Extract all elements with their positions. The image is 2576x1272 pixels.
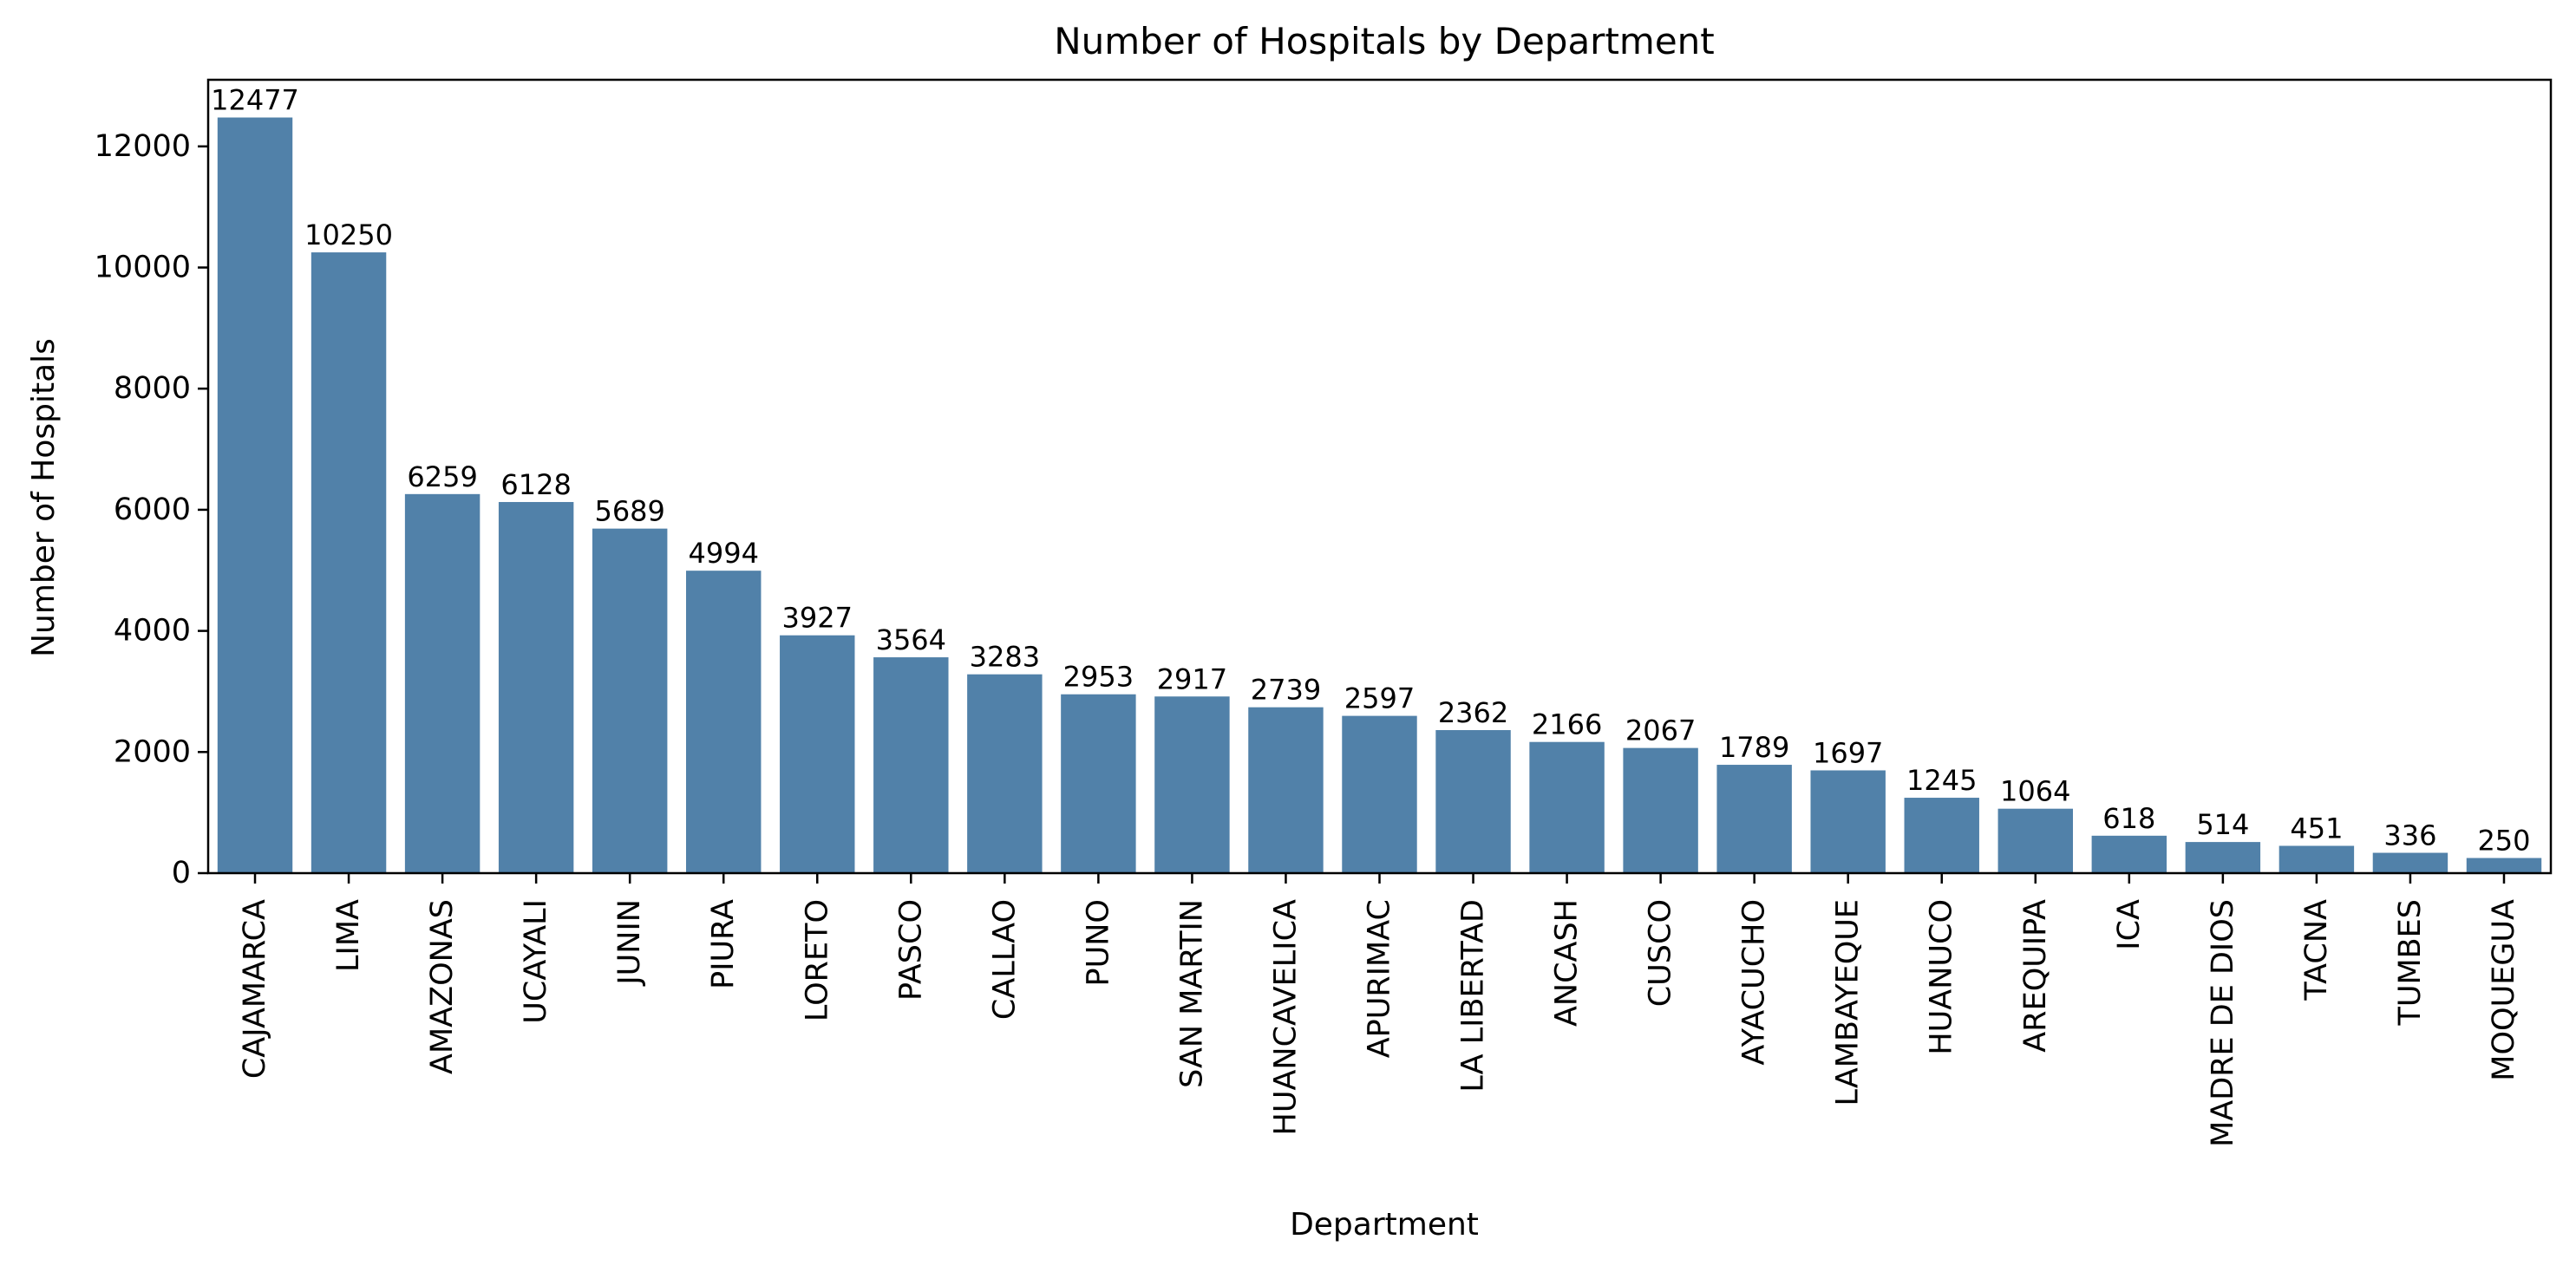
data-label: 3927 [782,602,853,635]
bar-apurimac [1342,715,1417,873]
data-label: 1697 [1813,736,1883,769]
chart-title: Number of Hospitals by Department [1054,20,1715,62]
bar-cusco [1623,747,1698,873]
data-labels: 12477 10250 6259 6128 5689 4994 3927 3564 3283 29… [211,84,2530,858]
bars [217,117,2542,873]
bar-huanuco [1904,798,1979,873]
x-tick-label: SAN MARTIN [1174,899,1209,1088]
x-tick-label: HUANUCO [1925,899,1959,1055]
bar-tumbes [2372,852,2449,873]
bar-ayacucho [1716,765,1792,873]
x-tick-label: TUMBES [2393,899,2428,1027]
x-tick-label: LAMBAYEQUE [1831,899,1866,1106]
data-label: 2739 [1251,674,1321,707]
data-label: 451 [2290,812,2343,845]
data-label: 4994 [689,537,759,570]
x-tick-label: CUSCO [1644,899,1678,1007]
data-label: 1789 [1719,731,1789,764]
data-label: 1245 [1906,764,1977,797]
x-tick-label: HUANCAVELICA [1268,899,1303,1136]
data-label: 2953 [1063,661,1134,694]
bar-pasco [873,657,949,873]
x-tick-label: LORETO [800,899,834,1021]
x-tick-label: MOQUEGUA [2487,899,2521,1081]
data-label: 6128 [500,468,571,501]
data-label: 336 [2383,819,2436,852]
x-tick-label: LA LIBERTAD [1456,899,1491,1093]
bar-moquegua [2466,858,2542,873]
y-tick-label: 6000 [114,492,191,527]
x-tick-label: AREQUIPA [2018,899,2053,1053]
x-axis: CAJAMARCA LIMA AMAZONAS UCAYALI JUNIN PIURA LO… [238,873,2521,1147]
bar-madre-de-dios [2185,842,2261,873]
bar-amazonas [404,493,481,873]
bar-lima [311,252,387,873]
data-label: 2597 [1344,682,1415,715]
bar-ucayali [498,501,574,873]
y-tick-label: 0 [172,856,191,890]
x-tick-label: UCAYALI [519,899,553,1024]
y-tick-label: 4000 [114,614,191,649]
x-tick-label: PASCO [893,899,928,1001]
bar-huancavelica [1248,707,1324,873]
y-tick-label: 2000 [114,734,191,769]
bar-cajamarca [217,117,293,873]
data-label: 2166 [1532,708,1602,741]
bar-piura [686,571,762,873]
bar-ica [2091,835,2167,873]
x-tick-label: PUNO [1081,899,1115,986]
data-label: 618 [2102,802,2155,835]
bar-lambayeque [1810,770,1886,873]
y-tick-label: 12000 [95,129,191,164]
bar-loreto [780,635,855,873]
x-tick-label: TACNA [2299,899,2334,1001]
data-label: 3283 [970,641,1040,674]
y-axis-label: Number of Hospitals [26,338,62,657]
x-tick-label: JUNIN [612,899,647,987]
y-tick-label: 10000 [95,251,191,285]
x-tick-label: AYACUCHO [1737,899,1772,1066]
bar-ancash [1529,741,1605,873]
bar-callao [967,674,1043,873]
data-label: 2067 [1625,714,1696,747]
x-tick-label: ANCASH [1550,899,1585,1027]
x-tick-label: PIURA [706,899,741,989]
y-tick-label: 8000 [114,371,191,406]
bar-arequipa [1997,808,2073,873]
y-axis: 0 2000 4000 6000 8000 10000 12000 [95,129,208,890]
data-label: 12477 [211,84,299,117]
x-tick-label: AMAZONAS [425,899,460,1074]
data-label: 2362 [1438,696,1508,729]
data-label: 514 [2196,808,2249,841]
x-tick-label: LIMA [331,899,366,972]
data-label: 5689 [594,495,664,528]
bar-san-martin [1154,696,1230,873]
data-label: 1064 [2000,775,2070,808]
bar-tacna [2279,845,2355,873]
x-tick-label: CAJAMARCA [238,899,272,1079]
plot-frame [206,78,2553,875]
data-label: 10250 [304,219,393,251]
bar-la-libertad [1435,730,1511,873]
bar-puno [1061,694,1136,873]
data-label: 2917 [1157,662,1227,695]
data-label: 3564 [876,623,946,656]
x-tick-label: ICA [2112,899,2147,950]
data-label: 250 [2477,825,2530,858]
x-tick-label: MADRE DE DIOS [2206,899,2240,1147]
x-axis-label: Department [1290,1207,1479,1243]
x-tick-label: CALLAO [987,899,1022,1020]
bar-junin [592,528,668,873]
data-label: 6259 [407,460,477,493]
x-tick-label: APURIMAC [1363,899,1397,1058]
